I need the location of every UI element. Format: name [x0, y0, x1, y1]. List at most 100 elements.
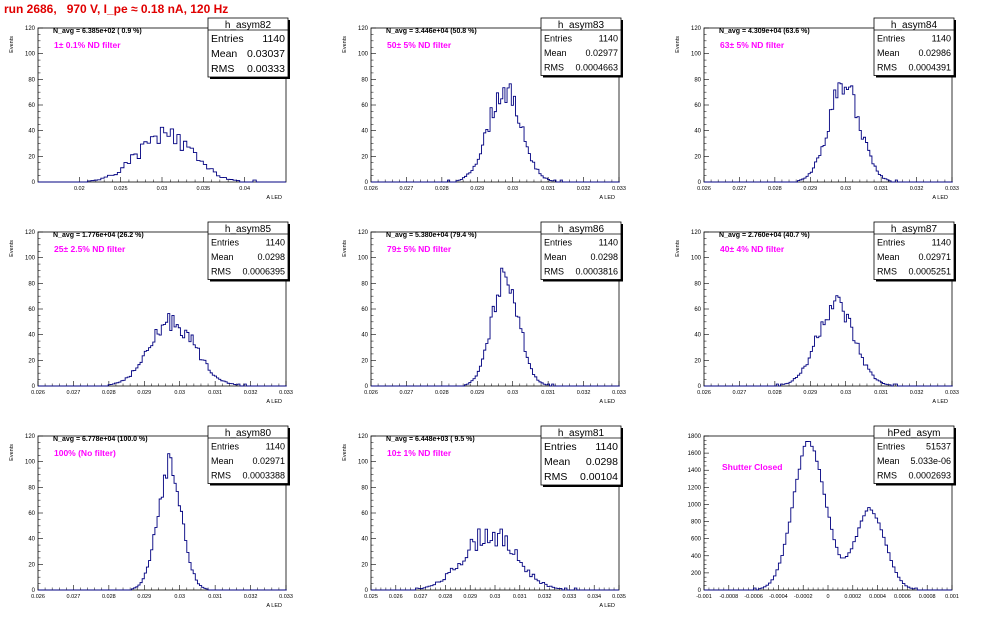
y-axis-label: Events: [9, 36, 15, 53]
page-title: run 2686, 970 V, I_pe ≈ 0.18 nA, 120 Hz: [4, 2, 229, 16]
stats-value-rms: 0.0003388: [242, 471, 285, 481]
stats-value-rms: 0.0003816: [575, 267, 618, 277]
x-tick-label: 0.027: [67, 390, 81, 396]
y-tick-label: 120: [25, 434, 36, 440]
y-axis-label: Events: [9, 444, 15, 461]
x-tick-label: 0.031: [541, 186, 555, 192]
x-tick-label: -0.0002: [794, 594, 813, 600]
y-tick-label: 40: [28, 537, 35, 543]
y-tick-label: 0: [365, 588, 369, 594]
stats-title: h_asym80: [225, 428, 272, 439]
y-tick-label: 1000: [688, 502, 702, 508]
x-tick-label: 0.027: [67, 594, 81, 600]
stats-value-entries: 1140: [599, 238, 618, 248]
stats-key-entries: Entries: [544, 34, 573, 44]
stats-key-rms: RMS: [211, 471, 231, 481]
y-tick-label: 60: [694, 307, 701, 313]
x-tick-label: -0.0008: [719, 594, 738, 600]
y-tick-label: 1200: [688, 485, 702, 491]
x-tick-label: 0.029: [470, 186, 484, 192]
x-tick-label: 0.0004: [869, 594, 886, 600]
y-tick-label: 60: [28, 103, 35, 109]
y-tick-label: 100: [691, 52, 702, 58]
stats-value-entries: 1140: [932, 238, 951, 248]
y-tick-label: 0: [698, 180, 702, 186]
x-tick-label: 0.029: [137, 390, 151, 396]
stats-value-rms: 0.00333: [247, 63, 285, 75]
x-tick-label: 0.026: [697, 390, 711, 396]
stats-value-rms: 0.0002693: [908, 471, 951, 481]
x-tick-label: 0.03: [507, 186, 518, 192]
y-tick-label: 80: [28, 485, 35, 491]
y-tick-label: 40: [361, 333, 368, 339]
histogram-line: [38, 313, 287, 387]
navg-label: N_avg = 6.778e+04 (100.0 %): [53, 436, 148, 443]
y-tick-label: 80: [361, 281, 368, 287]
stats-key-entries: Entries: [544, 238, 573, 248]
x-tick-label: 0.031: [874, 390, 888, 396]
y-axis-label: Events: [342, 240, 348, 257]
x-tick-label: 0.026: [364, 390, 378, 396]
stats-key-entries: Entries: [544, 441, 577, 453]
y-tick-label: 60: [28, 511, 35, 517]
stats-title: h_asym86: [558, 224, 605, 235]
x-tick-label: 0.032: [577, 186, 591, 192]
x-axis-label: A LED: [266, 603, 282, 609]
histogram-line: [38, 453, 287, 591]
stats-value-entries: 51537: [926, 442, 951, 452]
y-tick-label: 80: [694, 77, 701, 83]
stats-title: h_asym83: [558, 20, 605, 31]
y-tick-label: 400: [691, 554, 702, 560]
y-axis-label: Events: [675, 36, 681, 53]
stats-key-rms: RMS: [544, 63, 564, 73]
y-tick-label: 0: [698, 384, 702, 390]
navg-label: N_avg = 6.385e+02 ( 0.9 %): [53, 28, 142, 35]
x-tick-label: 0.0006: [894, 594, 911, 600]
y-tick-label: 1600: [688, 451, 702, 457]
y-tick-label: 0: [365, 180, 369, 186]
x-tick-label: 0.031: [541, 390, 555, 396]
y-tick-label: 0: [32, 384, 36, 390]
filter-label: 100% (No filter): [54, 448, 116, 458]
stats-value-mean: 0.02986: [918, 48, 951, 58]
y-tick-label: 800: [691, 520, 702, 526]
panel-h_asym85: 0 20 40 60 80 100 120 0.026 0.027 0.028 0.029 0.03 0…: [9, 221, 293, 405]
x-tick-label: 0.026: [697, 186, 711, 192]
navg-label: N_avg = 2.760e+04 (40.7 %): [719, 232, 810, 239]
y-tick-label: 100: [691, 256, 702, 262]
x-tick-label: 0.028: [102, 390, 116, 396]
y-tick-label: 120: [25, 26, 36, 32]
x-tick-label: 0.029: [463, 594, 477, 600]
x-tick-label: 0.032: [538, 594, 552, 600]
x-tick-label: 0.033: [945, 186, 959, 192]
x-axis-label: A LED: [266, 399, 282, 405]
x-axis-label: A LED: [932, 399, 948, 405]
x-tick-label: 0.028: [435, 186, 449, 192]
x-axis-label: A LED: [599, 603, 615, 609]
navg-label: N_avg = 5.380e+04 (79.4 %): [386, 232, 477, 239]
stats-key-rms: RMS: [877, 471, 897, 481]
x-tick-label: 0.033: [563, 594, 577, 600]
x-tick-label: 0.02: [74, 186, 85, 192]
panel-h_asym84: 0 20 40 60 80 100 120 0.026 0.027 0.028 0.029 0.03 0…: [675, 17, 959, 201]
stats-value-mean: 0.03037: [247, 48, 285, 60]
filter-label: 50± 5% ND filter: [387, 40, 452, 50]
x-tick-label: -0.0006: [744, 594, 763, 600]
stats-title: h_asym87: [891, 224, 938, 235]
panel-h_asym81: 0 20 40 60 80 100 120 0.025 0.026 0.027 0.028 0.029…: [342, 425, 626, 609]
y-tick-label: 60: [28, 307, 35, 313]
y-tick-label: 600: [691, 537, 702, 543]
y-tick-label: 120: [691, 230, 702, 236]
stats-title: hPed_asym: [888, 428, 941, 439]
x-tick-label: 0.03: [840, 390, 851, 396]
stats-box: [873, 221, 955, 280]
stats-title: h_asym82: [225, 20, 272, 31]
stats-box: [207, 221, 289, 280]
x-tick-label: 0.033: [612, 186, 626, 192]
y-tick-label: 40: [694, 333, 701, 339]
x-tick-label: 0.03: [507, 390, 518, 396]
y-tick-label: 80: [361, 485, 368, 491]
panel-hPed_asym: 0 200 400 600 800 1000 1200 1400 1600 1800 -0.001 -…: [688, 425, 959, 600]
x-tick-label: 0.031: [513, 594, 527, 600]
x-tick-label: 0.028: [102, 594, 116, 600]
